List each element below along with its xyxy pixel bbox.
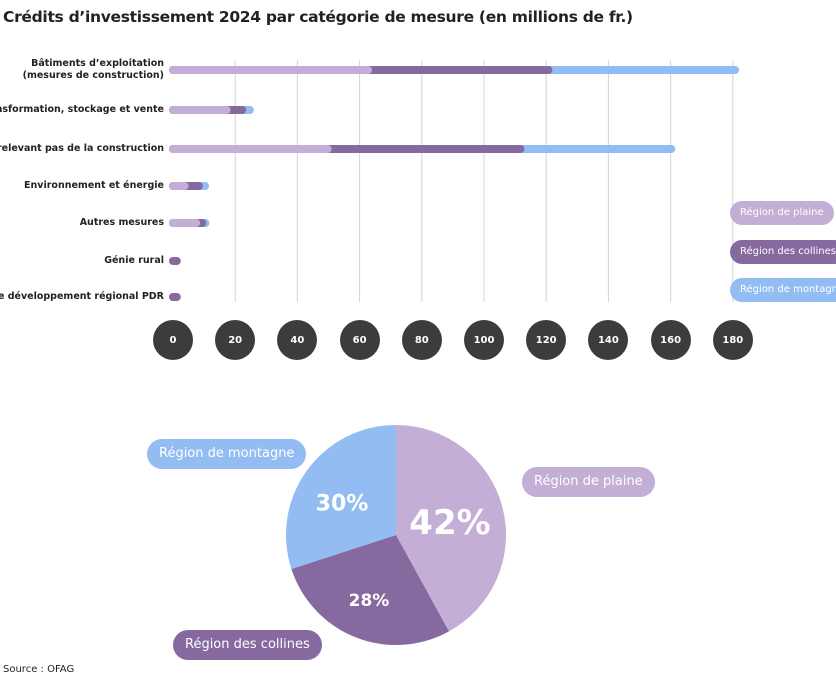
legend-item: Région des collines bbox=[730, 240, 836, 264]
chart-title: Crédits d’investissement 2024 par catégo… bbox=[3, 8, 633, 26]
legend-item: Région de montagne bbox=[730, 278, 836, 302]
pie-legend-item: Région de montagne bbox=[147, 439, 307, 469]
x-tick-label: 140 bbox=[588, 320, 629, 360]
legend-item: Région de plaine bbox=[730, 201, 834, 225]
x-tick-label: 160 bbox=[650, 320, 691, 360]
x-tick-label: 180 bbox=[712, 320, 753, 360]
x-tick-label: 120 bbox=[526, 320, 567, 360]
category-label-line: Génie rural bbox=[104, 255, 164, 266]
category-label: Environnement et énergie bbox=[24, 180, 164, 192]
x-tick-label: 0 bbox=[153, 320, 193, 360]
pie-legend-item: Région de plaine bbox=[522, 467, 655, 497]
category-label-line: Autres mesures bbox=[79, 217, 164, 228]
pie-slice bbox=[291, 535, 449, 645]
pie-slice bbox=[396, 425, 506, 632]
category-label-line: (mesures de construction) bbox=[22, 70, 164, 81]
pie-legend-item: Région des collines bbox=[173, 630, 322, 660]
x-tick-label: 60 bbox=[339, 320, 380, 360]
category-label: Projets de développement régional PDR bbox=[0, 291, 164, 303]
category-label-line: Environnement et énergie bbox=[24, 180, 164, 191]
category-label: Bâtiments d’exploitation (mesures de cons… bbox=[23, 58, 164, 82]
x-tick-label: 80 bbox=[401, 320, 442, 360]
x-tick-label: 20 bbox=[215, 320, 256, 360]
category-label-line: Transformation, stockage et vente bbox=[0, 104, 164, 115]
pie-percent-label: 28% bbox=[348, 591, 390, 611]
category-label-line: Projets de développement régional PDR bbox=[0, 291, 164, 302]
category-label: Transformation, stockage et vente bbox=[0, 104, 164, 116]
pie-percent-label: 30% bbox=[315, 491, 369, 517]
pie-percent-label: 42% bbox=[409, 503, 491, 543]
x-tick-label: 100 bbox=[464, 320, 504, 360]
category-label-line: Bâtiments d’exploitation bbox=[31, 58, 164, 69]
category-label: Autres mesures bbox=[80, 217, 164, 229]
category-label-line: Mesures ne relevant pas de la constructi… bbox=[0, 143, 164, 154]
category-label: Mesures ne relevant pas de la constructi… bbox=[0, 143, 164, 155]
category-label: Génie rural bbox=[104, 255, 164, 267]
x-tick-label: 40 bbox=[277, 320, 318, 360]
pie-slice bbox=[286, 425, 396, 569]
source-note: Source : OFAG bbox=[3, 664, 75, 675]
